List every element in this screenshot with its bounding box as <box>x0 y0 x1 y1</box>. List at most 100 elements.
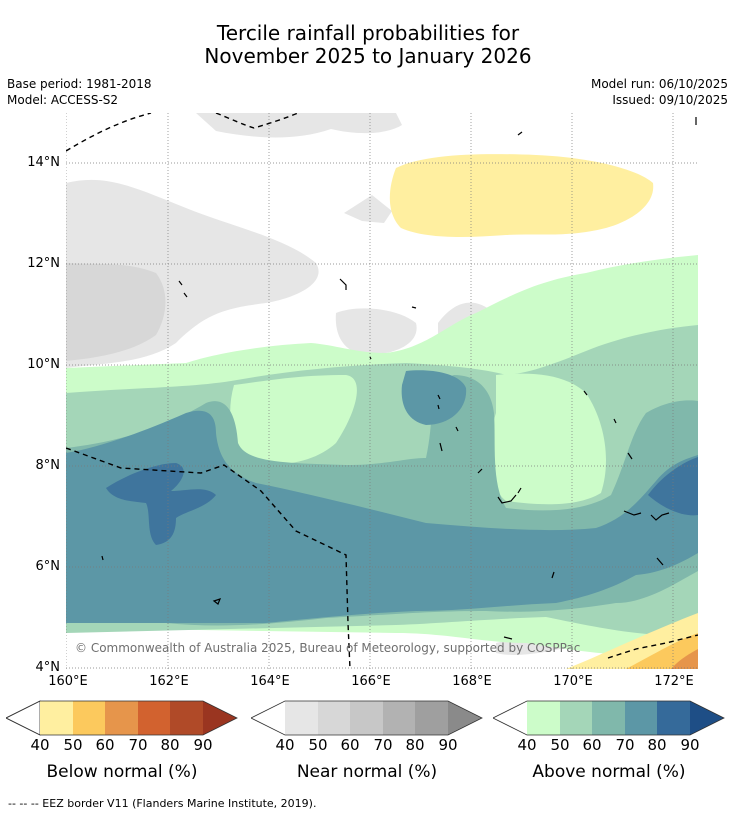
colorbar-above-normal <box>493 700 725 736</box>
lat-label-10n: 10°N <box>27 357 60 372</box>
atoll-coastlines <box>101 117 697 640</box>
near-normal-region-north <box>344 195 392 223</box>
lat-label-14n: 14°N <box>27 155 60 170</box>
copyright-notice: © Commonwealth of Australia 2025, Bureau… <box>75 641 581 655</box>
below-normal-60-70-se <box>671 649 698 669</box>
atoll-9 <box>439 442 443 452</box>
colorbar-above-tick-70: 70 <box>615 736 635 754</box>
lon-label-164e: 164°E <box>250 674 290 689</box>
colorbar-below-tick-90: 90 <box>193 736 213 754</box>
atoll-1 <box>178 280 183 286</box>
colorbar-below-title: Below normal (%) <box>46 762 198 782</box>
meta-right: Model run: 06/10/2025 Issued: 09/10/2025 <box>591 76 728 108</box>
base-period: Base period: 1981-2018 <box>7 77 152 91</box>
colorbar-below-bin-80-90 <box>170 701 203 735</box>
colorbar-above-bin-40-50 <box>527 701 560 735</box>
above-normal-70-80-main <box>66 410 698 623</box>
colorbar-below-high-extend <box>203 701 237 735</box>
issued-date: Issued: 09/10/2025 <box>612 93 728 107</box>
near-normal-region-nw-core <box>66 263 166 361</box>
colorbar-above-tick-50: 50 <box>550 736 570 754</box>
colorbar-near-high-extend <box>448 701 482 735</box>
colorbar-near-tick-90: 90 <box>438 736 458 754</box>
colorbar-below-tick-70: 70 <box>128 736 148 754</box>
colorbar-near-bin-60-70 <box>350 701 383 735</box>
atoll-15 <box>627 452 633 460</box>
atoll-6 <box>369 356 372 360</box>
atoll-7 <box>437 394 441 410</box>
atoll-5 <box>517 131 523 136</box>
colorbar-near-bin-70-80 <box>383 701 415 735</box>
colorbar-near-tick-80: 80 <box>405 736 425 754</box>
colorbar-below-tick-50: 50 <box>63 736 83 754</box>
below-normal-50-60-se <box>626 633 698 669</box>
title-line-1: Tercile rainfall probabilities for <box>216 21 520 45</box>
atoll-21 <box>503 636 513 640</box>
eez-border-nw <box>66 113 152 152</box>
below-normal-40-50-north <box>389 154 654 238</box>
colorbar-below-tick-80: 80 <box>160 736 180 754</box>
lon-label-168e: 168°E <box>452 674 492 689</box>
colorbar-below-bin-60-70 <box>105 701 138 735</box>
colorbar-above-title: Above normal (%) <box>532 762 686 782</box>
colorbar-above-high-extend <box>690 701 724 735</box>
above-normal-70-80-pocket <box>401 370 467 425</box>
atoll-4 <box>411 306 417 309</box>
colorbar-below-tick-40: 40 <box>30 736 50 754</box>
colorbar-near-title: Near normal (%) <box>296 762 438 782</box>
atoll-19 <box>656 557 664 566</box>
colorbar-near-bin-80-90 <box>415 701 448 735</box>
atoll-17 <box>650 512 670 521</box>
colorbar-near-bin-50-60 <box>318 701 350 735</box>
colorbar-below-low-extend <box>6 700 41 736</box>
model-name: Model: ACCESS-S2 <box>7 93 119 107</box>
colorbar-above-bin-60-70 <box>592 701 625 735</box>
colorbar-above-tick-60: 60 <box>582 736 602 754</box>
colorbar-below-tick-60: 60 <box>95 736 115 754</box>
graticule <box>66 113 698 669</box>
colorbar-near-bin-40-50 <box>285 701 318 735</box>
colorbar-near-tick-70: 70 <box>373 736 393 754</box>
above-normal-80-90-east <box>648 457 698 516</box>
lon-label-166e: 166°E <box>351 674 391 689</box>
forecast-map <box>66 113 698 669</box>
colorbar-below-normal <box>6 700 238 736</box>
near-normal-region-center <box>335 308 417 355</box>
meta-left: Base period: 1981-2018 Model: ACCESS-S2 <box>7 76 152 108</box>
lon-label-170e: 170°E <box>553 674 593 689</box>
lon-label-160e: 160°E <box>48 674 88 689</box>
colorbar-near-tick-50: 50 <box>308 736 328 754</box>
lat-label-6n: 6°N <box>35 559 61 574</box>
title-line-2: November 2025 to January 2026 <box>204 44 532 68</box>
above-normal-pocket-east <box>489 373 606 505</box>
atoll-8 <box>455 426 459 432</box>
atoll-2 <box>183 292 188 298</box>
colorbar-above-low-extend <box>493 701 527 735</box>
atoll-14 <box>613 418 617 424</box>
colorbar-above-tick-80: 80 <box>647 736 667 754</box>
map-title: Tercile rainfall probabilities for Novem… <box>0 22 736 68</box>
colorbar-above-tick-90: 90 <box>680 736 700 754</box>
eez-border-se <box>607 634 698 659</box>
colorbar-above-bin-50-60 <box>560 701 592 735</box>
atoll-20 <box>212 598 222 605</box>
atoll-23 <box>101 555 104 561</box>
eez-border-top <box>215 113 299 129</box>
eez-footnote: -- -- -- EEZ border V11 (Flanders Marine… <box>8 797 317 810</box>
atoll-12 <box>517 487 522 494</box>
atoll-3 <box>339 278 347 290</box>
lon-label-172e: 172°E <box>654 674 694 689</box>
colorbar-below-bin-70-80 <box>138 701 170 735</box>
lat-label-12n: 12°N <box>27 256 60 271</box>
colorbar-near-tick-60: 60 <box>340 736 360 754</box>
colorbar-near-tick-40: 40 <box>275 736 295 754</box>
eez-border-west <box>66 447 351 669</box>
atoll-16 <box>623 510 642 516</box>
lon-label-162e: 162°E <box>149 674 189 689</box>
colorbar-above-tick-40: 40 <box>517 736 537 754</box>
colorbar-near-low-extend <box>251 701 285 735</box>
lat-label-4n: 4°N <box>35 660 61 675</box>
above-normal-pocket-center <box>230 375 357 465</box>
colorbar-below-bin-40-50 <box>40 701 73 735</box>
atoll-18 <box>551 571 555 579</box>
